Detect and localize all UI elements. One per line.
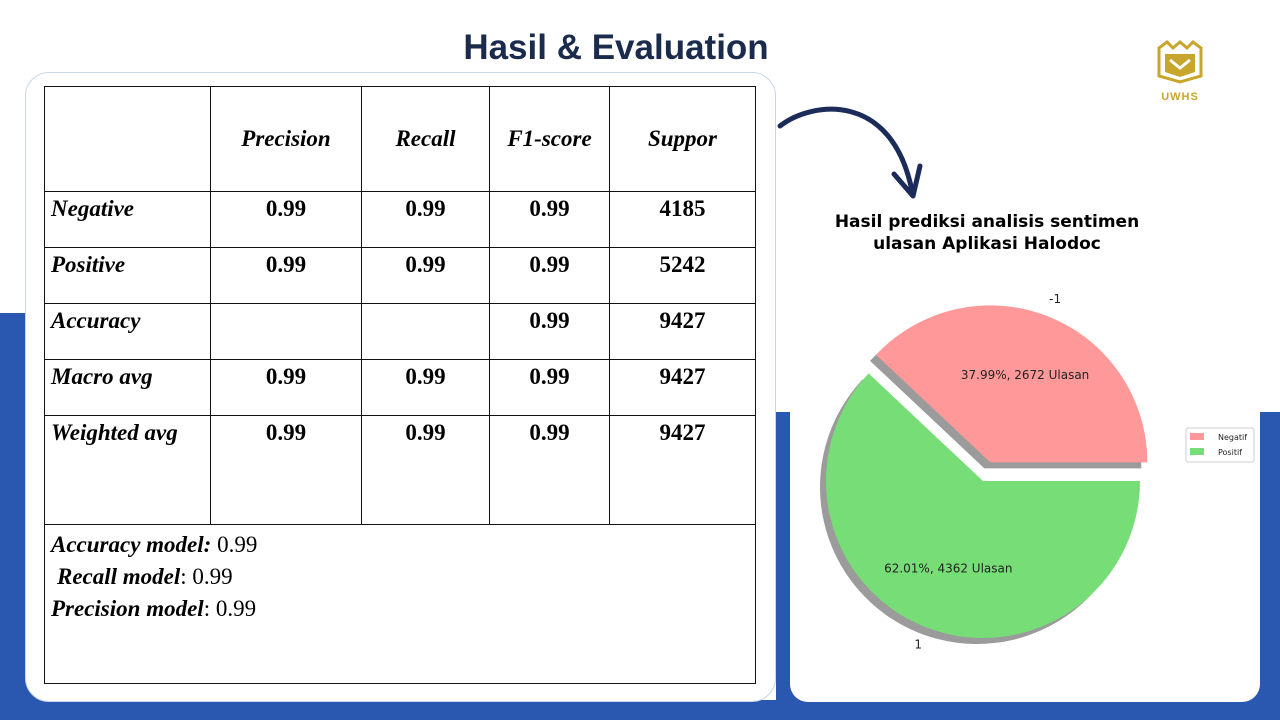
crest-icon — [1157, 40, 1203, 84]
table-cell: 4185 — [609, 191, 756, 248]
row-label: Positive — [44, 247, 211, 304]
table-row: Positive 0.99 0.99 0.99 5242 — [44, 247, 756, 304]
table-cell: 0.99 — [489, 247, 610, 304]
table-cell — [210, 303, 362, 360]
table-cell: 0.99 — [361, 359, 490, 416]
pie-label-group: 37.99%, 2672 Ulasan -1 62.01%, 4362 Ulasan… — [884, 292, 1089, 652]
row-label: Macro avg — [44, 359, 211, 416]
uwhs-logo: UWHS — [1148, 40, 1212, 103]
curved-arrow-icon — [777, 106, 923, 199]
table-row: Weighted avg 0.99 0.99 0.99 9427 — [44, 415, 756, 525]
legend-label-negatif: Negatif — [1218, 433, 1247, 442]
logo-text: UWHS — [1161, 91, 1199, 103]
sentiment-pie-chart: Hasil prediksi analisis sentimen ulasan … — [820, 212, 1255, 652]
summary-precision: Precision model: 0.99 — [51, 596, 257, 621]
summary-accuracy: Accuracy model: 0.99 — [51, 532, 258, 557]
pie-slice-group — [826, 305, 1148, 639]
table-row: Macro avg 0.99 0.99 0.99 9427 — [44, 359, 756, 416]
header-cell: Recall — [361, 86, 490, 192]
row-label: Weighted avg — [44, 415, 211, 525]
summary-recall: Recall model: 0.99 — [57, 564, 233, 589]
table-cell: 9427 — [609, 415, 756, 525]
slide-title: Hasil & Evaluation — [463, 28, 769, 67]
table-cell: 9427 — [609, 359, 756, 416]
legend-swatch-positif — [1190, 448, 1204, 455]
table-cell: 0.99 — [210, 415, 362, 525]
table-cell: 0.99 — [489, 191, 610, 248]
header-cell — [44, 86, 211, 192]
table-cell: 5242 — [609, 247, 756, 304]
pie-category-label: 1 — [914, 637, 922, 651]
table-cell: 0.99 — [361, 415, 490, 525]
table-cell: 0.99 — [489, 415, 610, 525]
table-header-row: Precision Recall F1-score Suppor — [44, 86, 756, 192]
model-summary: Accuracy model: 0.99 Recall model: 0.99 … — [44, 524, 756, 684]
table-cell: 0.99 — [489, 303, 610, 360]
table-cell — [361, 303, 490, 360]
header-cell: Suppor — [609, 86, 756, 192]
legend-label-positif: Positif — [1218, 448, 1242, 457]
pie-category-label: -1 — [1049, 292, 1061, 306]
pie-slice-positif — [826, 373, 1140, 639]
table-cell: 0.99 — [361, 191, 490, 248]
chart-title-line-1: Hasil prediksi analisis sentimen — [835, 212, 1139, 232]
header-cell: F1-score — [489, 86, 610, 192]
row-label: Accuracy — [44, 303, 211, 360]
pie-value-label: 62.01%, 4362 Ulasan — [884, 562, 1012, 576]
pie-value-label: 37.99%, 2672 Ulasan — [961, 368, 1089, 382]
legend-swatch-negatif — [1190, 433, 1204, 440]
table-cell: 0.99 — [210, 359, 362, 416]
table-cell: 0.99 — [361, 247, 490, 304]
header-cell: Precision — [210, 86, 362, 192]
table-cell: 0.99 — [210, 247, 362, 304]
classification-report-table: Precision Recall F1-score Suppor Negativ… — [44, 86, 756, 684]
table-row: Negative 0.99 0.99 0.99 4185 — [44, 191, 756, 248]
summary-row: Accuracy model: 0.99 Recall model: 0.99 … — [44, 524, 756, 684]
table-cell: 9427 — [609, 303, 756, 360]
row-label: Negative — [44, 191, 211, 248]
chart-legend: Negatif Positif — [1185, 427, 1255, 463]
table-row: Accuracy 0.99 9427 — [44, 303, 756, 360]
background-band-bottom — [0, 700, 1280, 720]
pie-slice-negatif — [876, 305, 1148, 463]
table-cell: 0.99 — [489, 359, 610, 416]
chart-title-line-2: ulasan Aplikasi Halodoc — [873, 234, 1101, 254]
table-cell: 0.99 — [210, 191, 362, 248]
